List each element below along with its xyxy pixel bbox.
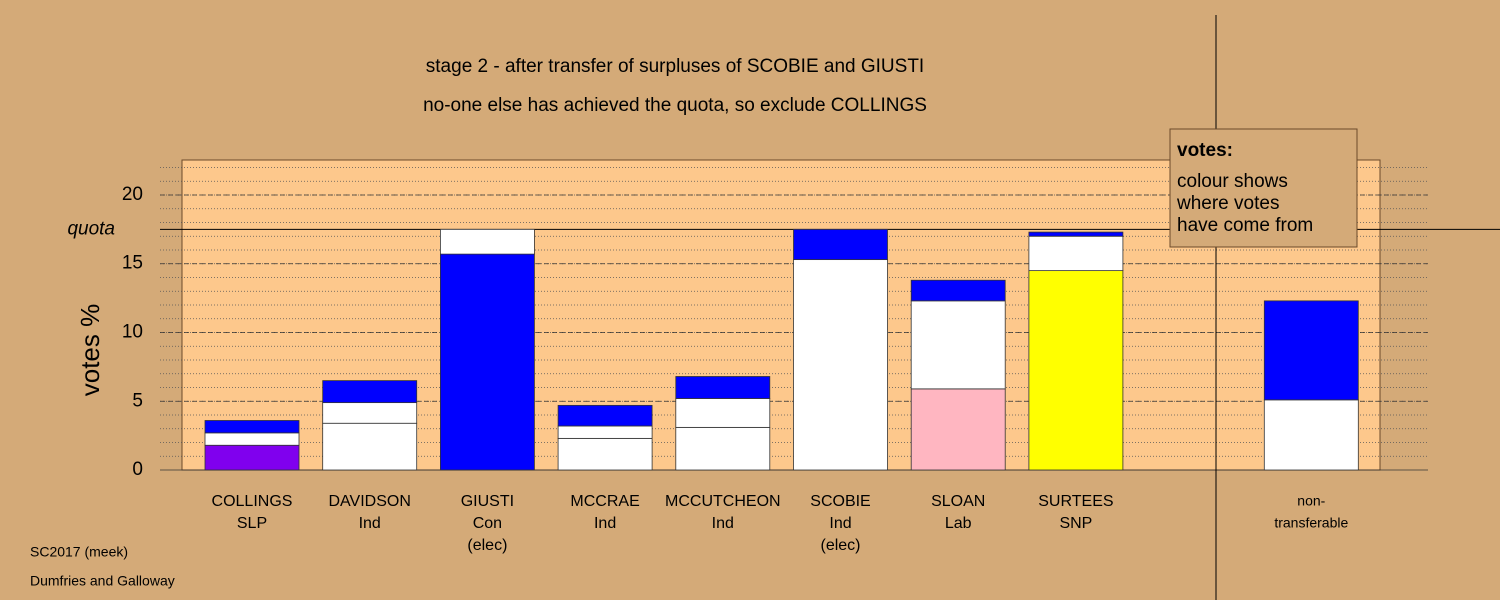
bar-segment xyxy=(793,228,888,261)
bar-segment xyxy=(557,437,653,471)
x-tick-label: COLLINGS xyxy=(212,493,293,510)
x-tick-label: Ind xyxy=(829,515,851,532)
x-tick-label: SCOBIE xyxy=(810,493,870,510)
x-tick-label: Ind xyxy=(594,515,616,532)
x-tick-label: DAVIDSON xyxy=(329,493,411,510)
x-tick-label: (elec) xyxy=(467,537,507,554)
x-tick-label: (elec) xyxy=(820,537,860,554)
x-tick-label: SLP xyxy=(237,515,267,532)
bar-segment xyxy=(322,422,418,471)
y-tick-label: 20 xyxy=(122,184,143,205)
bar-segment xyxy=(910,388,1006,471)
bar-segment xyxy=(1263,300,1359,401)
x-tick-label: non- xyxy=(1297,493,1325,509)
x-tick-label: Ind xyxy=(359,515,381,532)
bar-segment xyxy=(322,402,418,424)
y-tick-label: 0 xyxy=(132,459,143,480)
bar-segment xyxy=(439,228,535,255)
x-tick-label: GIUSTI xyxy=(461,493,514,510)
bar-segment xyxy=(910,279,1006,302)
bar-segment xyxy=(204,432,300,446)
legend-title: votes: xyxy=(1177,140,1233,161)
x-tick-label: MCCUTCHEON xyxy=(665,493,781,510)
y-tick-label: 15 xyxy=(122,253,143,274)
bar-segment xyxy=(204,444,300,471)
bar-segment xyxy=(675,376,771,399)
bar-segment xyxy=(204,420,300,434)
x-tick-label: Con xyxy=(473,515,502,532)
bar-segment xyxy=(675,398,771,428)
bar-segment xyxy=(910,300,1006,390)
legend-text: where votes xyxy=(1176,193,1279,214)
x-tick-label: transferable xyxy=(1274,515,1348,531)
x-tick-label: SNP xyxy=(1059,515,1092,532)
bar-segment xyxy=(1028,235,1124,272)
y-tick-label: 10 xyxy=(122,322,143,343)
legend-text: colour shows xyxy=(1177,171,1288,192)
bar-segment xyxy=(793,259,888,471)
legend-text: have come from xyxy=(1177,215,1313,236)
y-tick-label: 5 xyxy=(132,390,143,411)
bar-segment xyxy=(675,426,771,471)
chart-subtitle: no-one else has achieved the quota, so e… xyxy=(423,95,927,116)
x-tick-label: Lab xyxy=(945,515,972,532)
legend-box xyxy=(1169,128,1358,248)
x-tick-label: Ind xyxy=(712,515,734,532)
x-tick-label: SURTEES xyxy=(1038,493,1113,510)
bar-segment xyxy=(1263,399,1359,471)
quota-label: quota xyxy=(67,218,115,239)
bar-segment xyxy=(557,404,653,427)
bar-segment xyxy=(1028,270,1124,471)
y-axis-label: votes % xyxy=(75,304,105,397)
bar-segment xyxy=(322,380,418,404)
footer-text: SC2017 (meek) xyxy=(30,544,128,560)
x-tick-label: MCCRAE xyxy=(570,493,639,510)
bar-segment xyxy=(557,425,653,439)
bar-segment xyxy=(1028,231,1124,237)
chart-title: stage 2 - after transfer of surpluses of… xyxy=(426,56,924,77)
x-tick-label: SLOAN xyxy=(931,493,985,510)
bar-segment xyxy=(439,253,535,471)
footer-text: Dumfries and Galloway xyxy=(30,573,175,589)
